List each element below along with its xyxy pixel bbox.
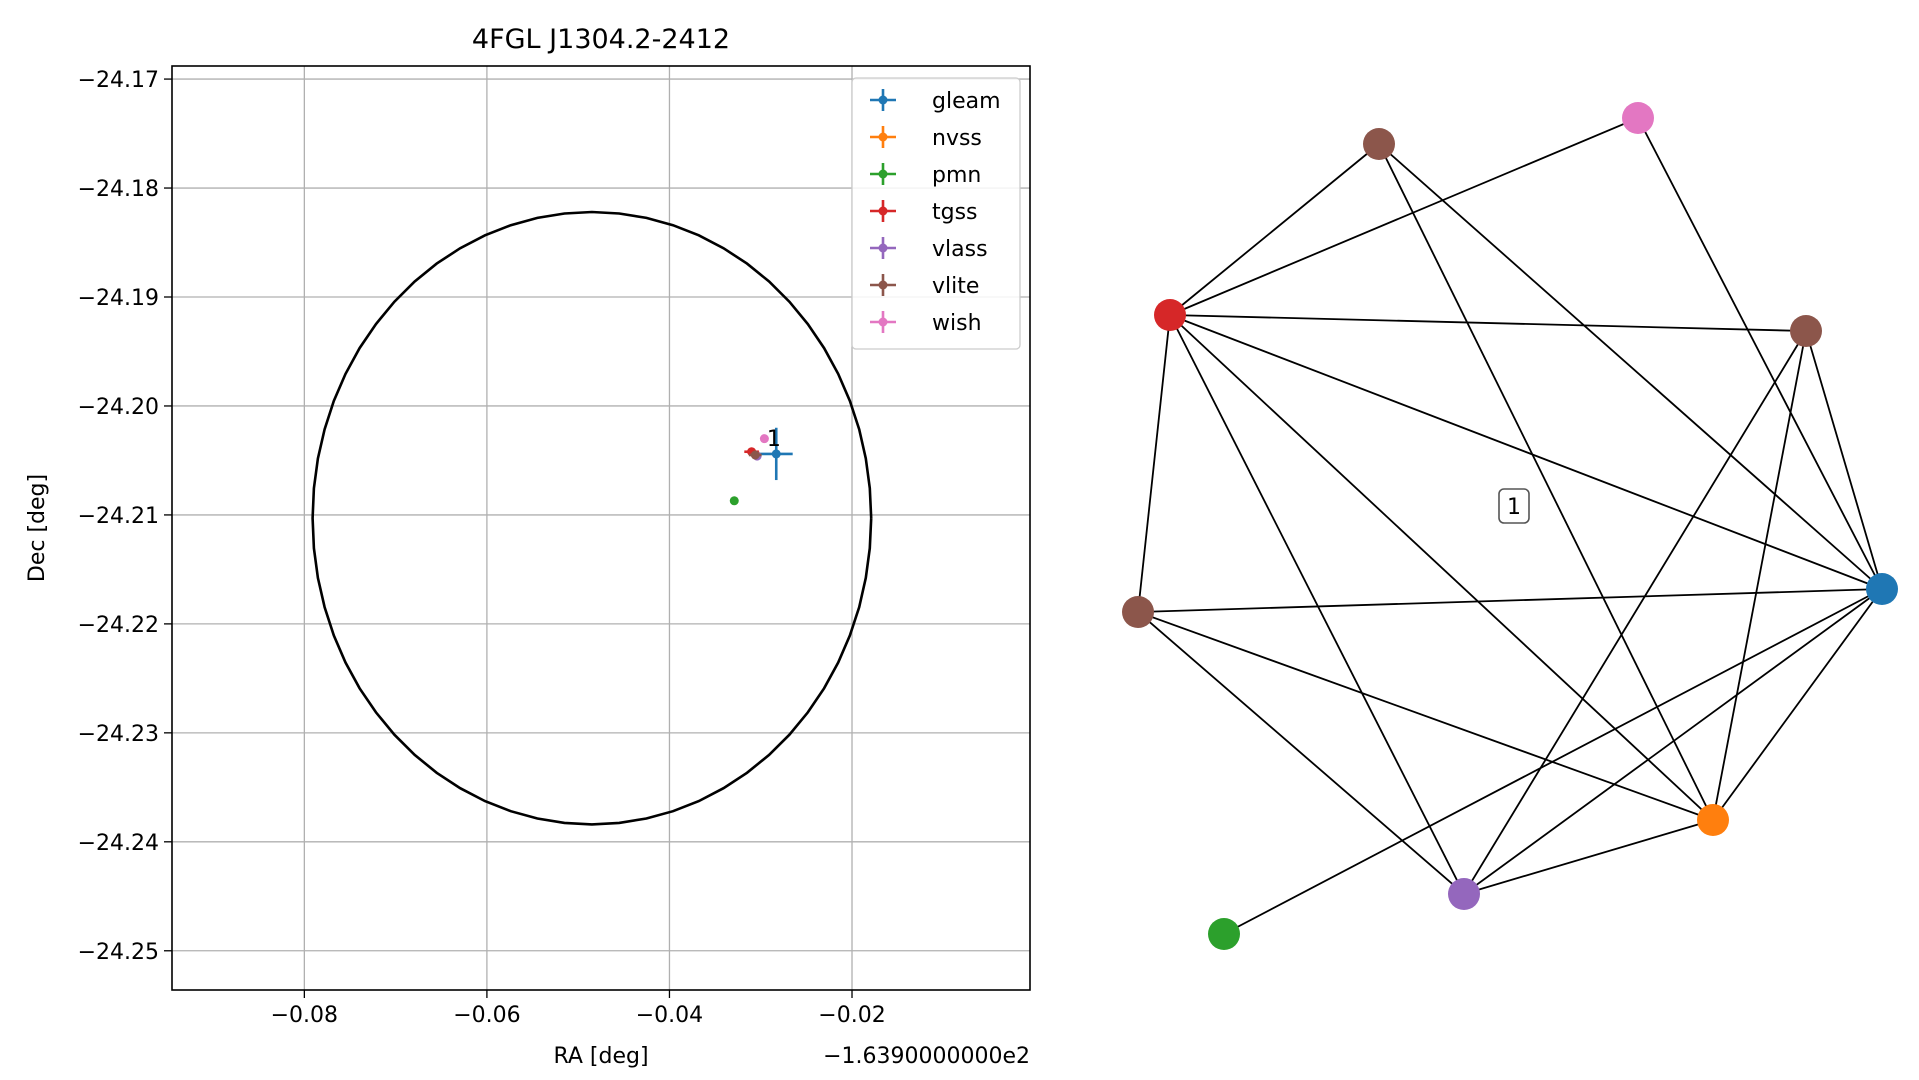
graph-edge (1137, 611, 1465, 895)
legend-entry-vlite: vlite (870, 274, 979, 299)
legend-label: gleam (932, 89, 1001, 114)
scatter-chart: 4FGL J1304.2-2412 1 −0.08 −0.06 −0.04 −0.02… (25, 24, 1031, 1069)
graph-edge (1169, 314, 1807, 332)
y-axis-ticks: −24.17 −24.18 −24.19 −24.20 −24.21 −24.22 −24.… (78, 68, 172, 965)
graph-edge (1712, 588, 1883, 821)
legend-label: vlass (932, 237, 988, 262)
legend-entry-tgss: tgss (870, 200, 978, 225)
graph-node-gleam (1866, 573, 1898, 605)
ellipse-outline (311, 210, 873, 826)
legend-label: tgss (932, 200, 978, 225)
legend-label: pmn (932, 163, 981, 188)
graph-edge (1169, 314, 1883, 590)
graph-node-vlite_b (1790, 315, 1822, 347)
graph-edge (1637, 117, 1883, 590)
y-tick-label: −24.18 (78, 177, 159, 202)
x-axis-offset-label: −1.6390000000e2 (823, 1044, 1030, 1069)
legend-entry-pmn: pmn (870, 163, 981, 188)
graph-label-box: 1 (1498, 488, 1530, 524)
error-ellipse (311, 210, 873, 826)
legend: gleam nvss pmn tgss vlass vlite wish (851, 77, 1021, 350)
legend-box (851, 77, 1021, 350)
x-tick-label: −0.04 (636, 1003, 703, 1028)
graph-node-pmn (1208, 918, 1240, 950)
graph-edge (1169, 143, 1380, 316)
graph-edge (1137, 314, 1171, 613)
graph-node-vlite_c (1122, 596, 1154, 628)
graph-node-tgss (1154, 299, 1186, 331)
graph-edge (1712, 330, 1807, 821)
x-tick-label: −0.06 (453, 1003, 520, 1028)
graph-node-nvss (1697, 804, 1729, 836)
x-axis-ticks: −0.08 −0.06 −0.04 −0.02 (271, 990, 886, 1028)
legend-entry-nvss: nvss (870, 126, 982, 151)
axes-frame (171, 65, 1031, 991)
x-tick-label: −0.08 (271, 1003, 338, 1028)
graph-edge (1463, 819, 1714, 895)
graph-edge (1463, 330, 1807, 895)
legend-label: nvss (932, 126, 982, 151)
graph-edge (1378, 143, 1714, 821)
x-axis-label: RA [deg] (553, 1044, 648, 1069)
chart-title: 4FGL J1304.2-2412 (472, 24, 730, 55)
y-tick-label: −24.19 (78, 286, 159, 311)
point-vlite (748, 450, 762, 460)
y-tick-label: −24.17 (78, 68, 159, 93)
y-tick-label: −24.23 (78, 722, 159, 747)
y-tick-label: −24.21 (78, 504, 159, 529)
point-gleam (759, 427, 793, 481)
graph-nodes (1122, 102, 1898, 950)
y-tick-label: −24.20 (78, 395, 159, 420)
graph-edge (1169, 314, 1465, 895)
graph-node-vlass (1448, 878, 1480, 910)
graph-edge (1805, 330, 1883, 590)
y-tick-label: −24.24 (78, 831, 159, 856)
x-tick-label: −0.02 (818, 1003, 885, 1028)
point-pmn (729, 496, 739, 506)
graph-node-vlite_a (1363, 128, 1395, 160)
y-axis-label: Dec [deg] (25, 474, 50, 582)
legend-entry-wish: wish (870, 311, 982, 336)
grid (172, 66, 1030, 990)
graph-edge (1223, 588, 1883, 935)
legend-entry-gleam: gleam (870, 89, 1001, 114)
annotations: 1 (767, 427, 781, 452)
graph-label: 1 (1507, 495, 1521, 520)
legend-label: wish (932, 311, 982, 336)
y-tick-label: −24.25 (78, 940, 159, 965)
graph-edge (1137, 588, 1883, 613)
graph-edges (1137, 117, 1883, 935)
graph-edge (1169, 314, 1714, 821)
data-points (729, 427, 793, 506)
graph-node-wish (1622, 102, 1654, 134)
y-tick-label: −24.22 (78, 613, 159, 638)
legend-entry-vlass: vlass (870, 237, 988, 262)
legend-label: vlite (932, 274, 979, 299)
graph-edge (1463, 588, 1883, 895)
point-wish (759, 434, 769, 444)
graph-edge (1378, 143, 1883, 590)
network-graph: 1 (1122, 102, 1898, 950)
graph-edge (1137, 611, 1714, 821)
graph-edge (1169, 117, 1639, 316)
point-annotation: 1 (767, 427, 781, 452)
